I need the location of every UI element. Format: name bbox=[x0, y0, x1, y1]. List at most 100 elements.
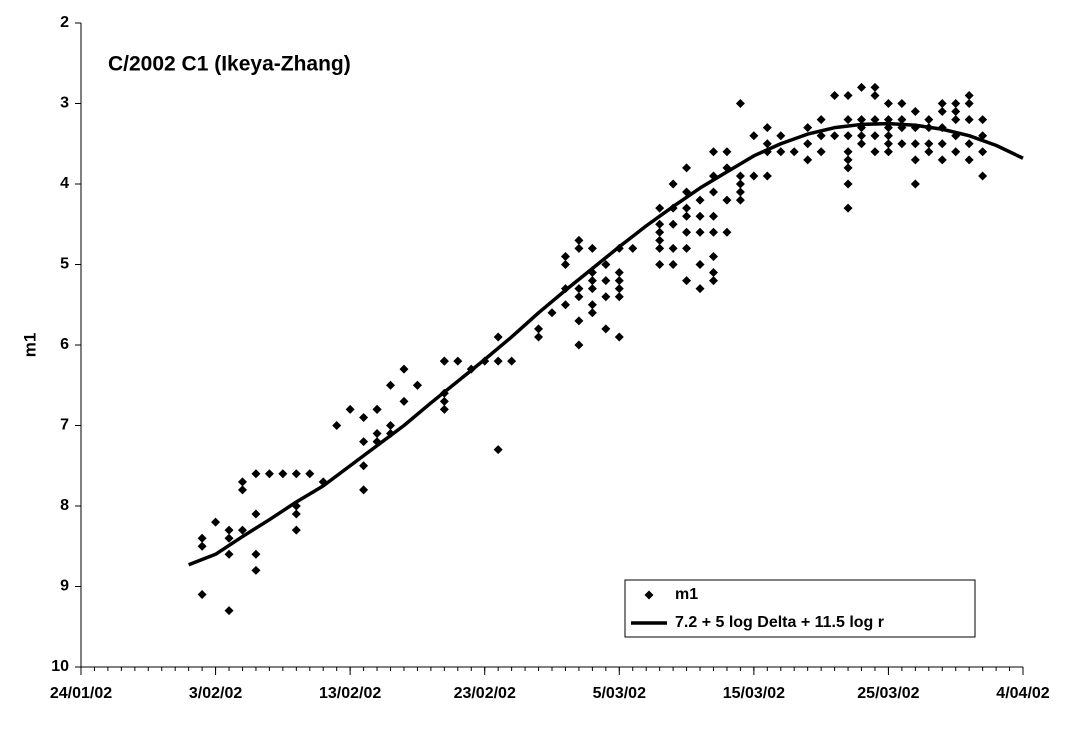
data-point bbox=[668, 219, 678, 229]
data-point bbox=[843, 115, 853, 125]
data-point bbox=[251, 549, 261, 559]
data-point bbox=[735, 195, 745, 205]
data-point bbox=[587, 300, 597, 310]
data-point bbox=[587, 284, 597, 294]
data-point bbox=[735, 171, 745, 181]
data-point bbox=[816, 147, 826, 157]
data-point bbox=[412, 380, 422, 390]
data-point bbox=[197, 541, 207, 551]
data-point bbox=[628, 243, 638, 253]
data-point bbox=[722, 227, 732, 237]
data-point bbox=[601, 324, 611, 334]
data-point bbox=[883, 139, 893, 149]
data-point bbox=[655, 235, 665, 245]
y-tick-label: 9 bbox=[60, 578, 69, 595]
data-point bbox=[857, 82, 867, 92]
data-point bbox=[870, 147, 880, 157]
y-tick-label: 8 bbox=[60, 497, 69, 514]
data-point bbox=[789, 147, 799, 157]
data-point bbox=[668, 179, 678, 189]
data-point bbox=[951, 99, 961, 108]
data-point bbox=[439, 396, 449, 406]
data-point bbox=[843, 155, 853, 165]
data-point bbox=[251, 509, 261, 519]
data-point bbox=[655, 260, 665, 269]
data-point bbox=[924, 115, 934, 125]
x-tick-label: 4/04/02 bbox=[996, 685, 1049, 702]
data-point bbox=[937, 99, 947, 108]
data-point bbox=[695, 227, 705, 237]
data-point bbox=[386, 421, 396, 430]
data-point bbox=[937, 139, 947, 149]
data-point bbox=[708, 251, 718, 261]
y-tick-label: 2 bbox=[60, 14, 69, 31]
data-point bbox=[735, 99, 745, 108]
data-point bbox=[695, 284, 705, 294]
x-tick-label: 24/01/02 bbox=[50, 685, 112, 702]
data-point bbox=[574, 243, 584, 253]
chart-title: C/2002 C1 (Ikeya-Zhang) bbox=[108, 53, 351, 76]
data-point bbox=[870, 82, 880, 92]
data-point bbox=[964, 139, 974, 149]
y-tick-label: 4 bbox=[60, 175, 69, 192]
data-point bbox=[439, 404, 449, 414]
data-point bbox=[924, 139, 934, 149]
data-point bbox=[655, 203, 665, 213]
data-point bbox=[587, 308, 597, 318]
data-point bbox=[843, 147, 853, 157]
data-point bbox=[695, 195, 705, 205]
data-point bbox=[332, 421, 342, 430]
data-point bbox=[278, 469, 288, 479]
data-point bbox=[964, 90, 974, 100]
data-point bbox=[372, 429, 382, 439]
y-tick-label: 6 bbox=[60, 336, 69, 353]
data-point bbox=[614, 284, 624, 294]
data-point bbox=[587, 276, 597, 286]
data-point bbox=[937, 155, 947, 165]
legend: m1 7.2 + 5 log Delta + 11.5 log r bbox=[624, 579, 976, 638]
data-point bbox=[534, 332, 544, 342]
data-point bbox=[762, 123, 772, 133]
data-point bbox=[399, 364, 409, 374]
data-point bbox=[803, 139, 813, 149]
y-axis-label: m1 bbox=[20, 333, 39, 358]
legend-marker bbox=[644, 590, 654, 600]
data-point bbox=[251, 469, 261, 479]
data-point bbox=[830, 131, 840, 141]
data-point bbox=[237, 525, 247, 535]
data-point bbox=[682, 211, 692, 221]
fit-line bbox=[188, 121, 1024, 567]
data-point bbox=[668, 243, 678, 253]
data-point bbox=[574, 316, 584, 326]
data-point bbox=[910, 139, 920, 149]
data-point bbox=[574, 235, 584, 245]
data-point bbox=[237, 477, 247, 487]
data-point bbox=[883, 147, 893, 157]
data-point bbox=[493, 445, 503, 455]
data-point bbox=[762, 171, 772, 181]
data-point bbox=[897, 99, 907, 108]
data-point bbox=[493, 356, 503, 366]
data-point bbox=[224, 533, 234, 543]
data-point bbox=[655, 227, 665, 237]
x-tick-label: 25/03/02 bbox=[857, 685, 919, 702]
data-point bbox=[601, 292, 611, 302]
data-point bbox=[682, 163, 692, 173]
data-point bbox=[453, 356, 463, 366]
data-point bbox=[937, 107, 947, 117]
data-point bbox=[655, 219, 665, 229]
data-point bbox=[655, 243, 665, 253]
data-point bbox=[507, 356, 517, 366]
data-point bbox=[574, 340, 584, 350]
data-point bbox=[547, 308, 557, 318]
data-point bbox=[870, 131, 880, 141]
data-point bbox=[951, 115, 961, 125]
x-tick-label: 13/02/02 bbox=[319, 685, 381, 702]
data-point bbox=[870, 90, 880, 100]
data-point bbox=[560, 251, 570, 261]
data-point bbox=[211, 517, 221, 527]
data-point bbox=[372, 404, 382, 414]
data-point bbox=[722, 195, 732, 205]
data-point bbox=[978, 115, 988, 125]
data-point bbox=[978, 171, 988, 181]
